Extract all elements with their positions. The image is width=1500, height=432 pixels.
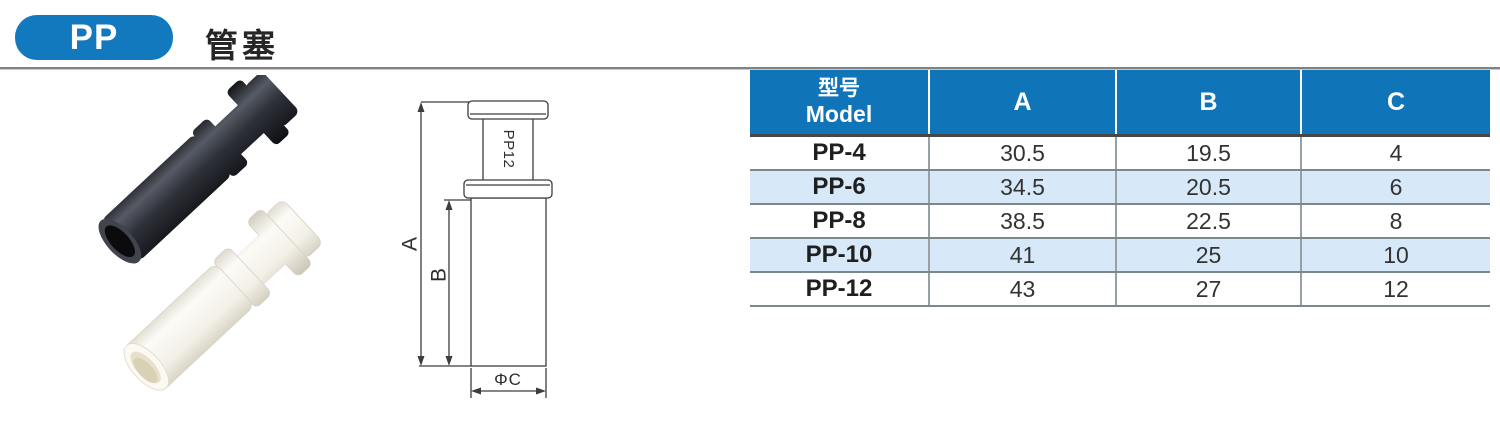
dimension-drawing: PP12 A B ΦC xyxy=(399,100,553,398)
model-cell: PP-4 xyxy=(750,137,930,169)
value-b-cell: 19.5 xyxy=(1117,137,1302,169)
model-cell: PP-6 xyxy=(750,171,930,203)
value-b-cell: 22.5 xyxy=(1117,205,1302,237)
plug-outline xyxy=(463,100,553,367)
value-c-cell: 10 xyxy=(1383,241,1409,268)
series-badge: PP xyxy=(15,15,173,60)
value-a-cell: 41 xyxy=(930,239,1117,271)
table-row: PP-4 30.5 19.5 4 xyxy=(750,137,1490,171)
table-row: PP-12 43 27 12 xyxy=(750,273,1490,307)
part-number-label: PP12 xyxy=(500,130,517,169)
value-c-cell: 12 xyxy=(1383,275,1409,302)
value-a-cell: 38.5 xyxy=(930,205,1117,237)
white-plug-photo xyxy=(123,201,321,391)
table-row: PP-6 34.5 20.5 6 xyxy=(750,171,1490,205)
value-a-cell: 30.5 xyxy=(930,137,1117,169)
column-header-c: C xyxy=(1386,87,1406,116)
dimension-lines xyxy=(419,101,547,398)
table-row: PP-10 41 25 10 xyxy=(750,239,1490,273)
column-header-b: B xyxy=(1117,70,1302,134)
value-a-cell: 34.5 xyxy=(930,171,1117,203)
model-cell: PP-12 xyxy=(750,273,930,305)
column-header-model-cn: 型号 xyxy=(818,76,860,100)
column-header-model-en: Model xyxy=(805,100,873,127)
value-b-cell: 27 xyxy=(1117,273,1302,305)
header-divider xyxy=(0,67,1500,70)
column-header-model: 型号 Model xyxy=(750,70,930,134)
value-b-cell: 25 xyxy=(1117,239,1302,271)
table-row: PP-8 38.5 22.5 8 xyxy=(750,205,1490,239)
value-c-cell: 6 xyxy=(1389,173,1403,200)
spec-table-header: 型号 Model A B C xyxy=(750,70,1490,137)
value-a-cell: 43 xyxy=(930,273,1117,305)
value-b-cell: 20.5 xyxy=(1117,171,1302,203)
series-badge-label: PP xyxy=(69,17,119,57)
dimension-arrowheads xyxy=(417,102,546,395)
product-photo xyxy=(98,75,321,391)
value-c-cell: 4 xyxy=(1389,139,1403,166)
model-cell: PP-8 xyxy=(750,205,930,237)
column-header-a: A xyxy=(930,70,1117,134)
model-cell: PP-10 xyxy=(750,239,930,271)
dim-c-label: ΦC xyxy=(494,370,522,389)
value-c-cell: 8 xyxy=(1389,207,1403,234)
black-plug-photo xyxy=(98,75,298,264)
page-title: 管塞 xyxy=(205,27,279,64)
dim-b-label: B xyxy=(428,268,451,282)
spec-table: 型号 Model A B C PP-4 30.5 19.5 4 PP-6 34.… xyxy=(750,70,1490,307)
dim-a-label: A xyxy=(399,237,422,251)
